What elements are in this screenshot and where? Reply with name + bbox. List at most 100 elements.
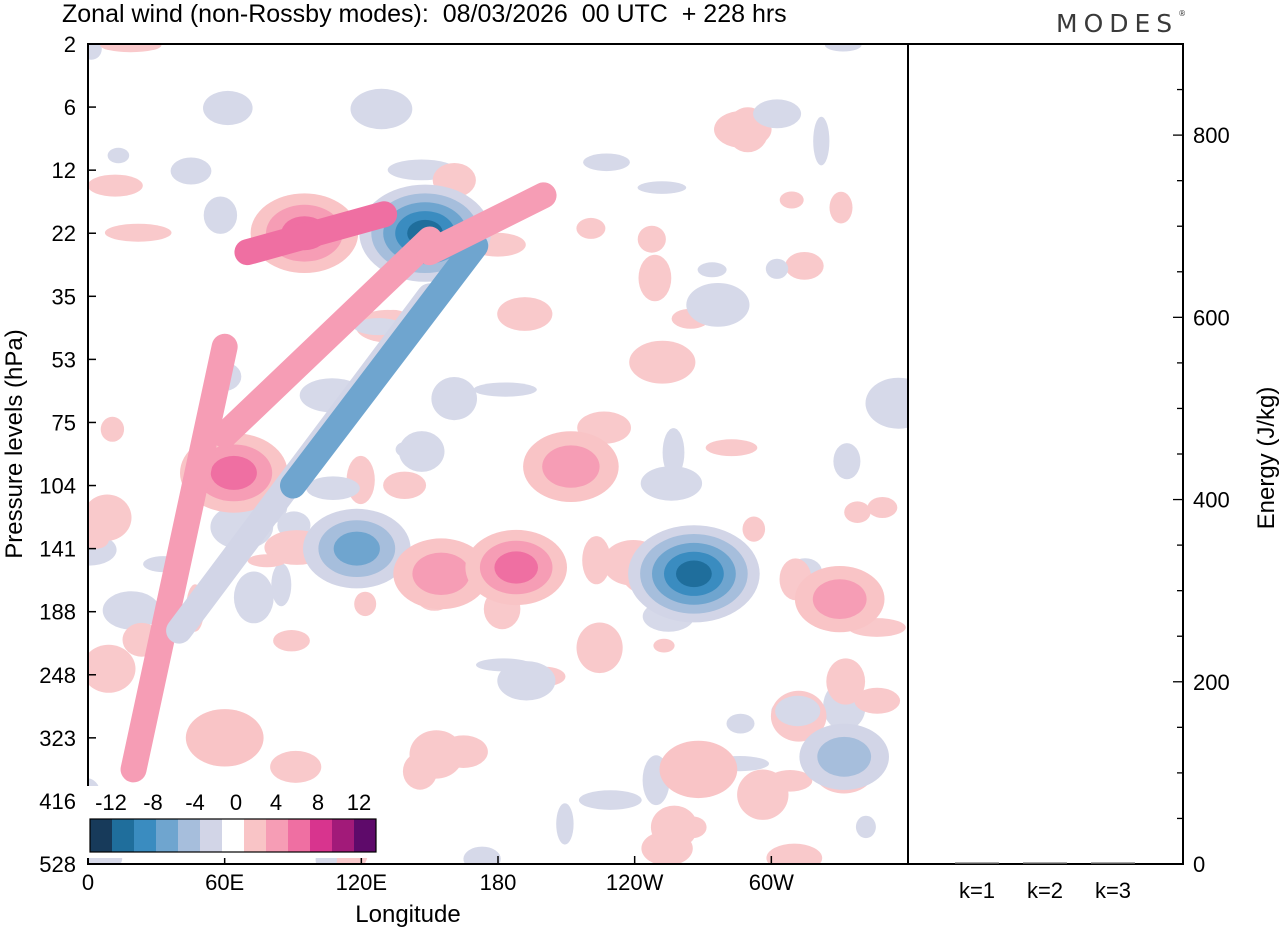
wind-feature: [794, 566, 885, 633]
heatmap-field: [88, 44, 908, 864]
y-tick-label: 6: [64, 95, 76, 120]
energy-tick-label: 200: [1193, 670, 1230, 695]
texture-blob: [100, 44, 162, 53]
texture-blob: [813, 116, 830, 166]
colorbar-swatch: [200, 819, 222, 852]
wave-band: [416, 182, 557, 266]
y-tick-label: 35: [52, 284, 76, 309]
texture-blob: [826, 658, 866, 705]
energy-panel: 0 200 400 600 800 Energy (J/kg) k=1 k=2 k=3: [955, 43, 1280, 903]
y-tick-label: 53: [52, 347, 76, 372]
x-tick-label: 120W: [606, 870, 664, 895]
texture-blob: [726, 713, 755, 734]
colorbar-swatch: [244, 819, 266, 852]
texture-blob: [653, 638, 675, 653]
texture-blob: [473, 382, 537, 397]
texture-blob: [686, 283, 750, 327]
chart-title: Zonal wind (non-Rossby modes): 08/03/202…: [62, 0, 787, 28]
energy-bar: [955, 862, 999, 864]
feature-contour: [812, 579, 867, 619]
wind-feature: [659, 740, 738, 799]
texture-blob: [306, 476, 360, 501]
energy-frame: [907, 43, 1184, 865]
texture-blob: [785, 252, 824, 280]
texture-blob: [867, 497, 898, 518]
texture-blob: [88, 174, 143, 197]
y-tick-label: 416: [39, 789, 76, 814]
texture-blob: [640, 466, 703, 501]
y-tick-label: 141: [39, 537, 76, 562]
texture-blob: [247, 554, 287, 568]
texture-blob: [765, 258, 789, 279]
wind-feature: [628, 525, 760, 623]
texture-blob: [833, 443, 861, 480]
texture-blob: [641, 831, 693, 864]
texture-blob: [398, 431, 445, 472]
texture-blob: [578, 790, 642, 810]
energy-bar: [1091, 862, 1135, 864]
texture-blob: [582, 536, 611, 585]
texture-blob: [273, 630, 310, 652]
y-axis-label: Pressure levels (hPa): [1, 329, 28, 558]
colorbar-swatch: [266, 819, 288, 852]
colorbar-label: 4: [270, 790, 282, 815]
texture-blob: [576, 622, 623, 674]
texture-blob: [637, 181, 687, 194]
texture-blob: [742, 516, 766, 542]
wave-band: [211, 226, 443, 449]
texture-blob: [824, 44, 862, 52]
texture-blob: [556, 803, 574, 845]
colorbar-label: 12: [347, 790, 371, 815]
energy-axis-label: Energy (J/kg): [1253, 387, 1280, 530]
colorbar-swatch: [156, 819, 178, 852]
colorbar-swatch: [354, 819, 376, 852]
colorbar-swatch: [134, 819, 156, 852]
feature-contour: [412, 552, 470, 595]
wave-band: [120, 333, 238, 783]
y-tick-label: 528: [39, 852, 76, 877]
texture-blob: [102, 591, 160, 630]
texture-blob: [88, 644, 136, 693]
texture-blob: [100, 416, 125, 442]
texture-blob: [463, 846, 501, 864]
colorbar-label: -12: [95, 790, 127, 815]
x-axis-label: Longitude: [355, 901, 460, 928]
energy-tick-label: 400: [1193, 488, 1230, 513]
y-tick-label: 248: [39, 663, 76, 688]
texture-blob: [270, 750, 322, 783]
energy-tick-label: 0: [1193, 852, 1205, 877]
texture-blob: [638, 254, 672, 302]
energy-category-label: k=1: [959, 878, 995, 903]
colorbar-swatch: [222, 819, 244, 852]
feature-contour: [494, 551, 538, 584]
texture-blob: [637, 225, 666, 253]
wind-feature: [799, 723, 889, 790]
logo-text: MODES: [1056, 9, 1179, 38]
y-tick-label: 2: [64, 32, 76, 57]
texture-blob: [705, 439, 758, 457]
energy-bar: [1023, 862, 1067, 864]
colorbar-swatch: [112, 819, 134, 852]
wind-feature: [303, 508, 411, 589]
x-tick-label: 0: [82, 870, 94, 895]
energy-tick-label: 800: [1193, 123, 1230, 148]
colorbar-label: -8: [143, 790, 163, 815]
y-tick-label: 104: [39, 474, 76, 499]
logo-registered-mark: ®: [1178, 9, 1187, 18]
texture-blob: [497, 297, 553, 331]
colorbar-label: 0: [230, 790, 242, 815]
texture-blob: [431, 377, 478, 421]
texture-blob: [766, 843, 823, 864]
wave-band: [280, 232, 489, 499]
tilted-wave-bands: [120, 182, 557, 783]
texture-blob: [844, 501, 871, 523]
wave-band: [234, 201, 398, 266]
texture-blob: [395, 441, 415, 457]
texture-blob: [350, 88, 413, 130]
texture-blob: [697, 262, 727, 278]
wind-feature: [465, 529, 567, 606]
modes-logo: MODES®: [1056, 9, 1186, 38]
x-tick-label: 60W: [749, 870, 794, 895]
